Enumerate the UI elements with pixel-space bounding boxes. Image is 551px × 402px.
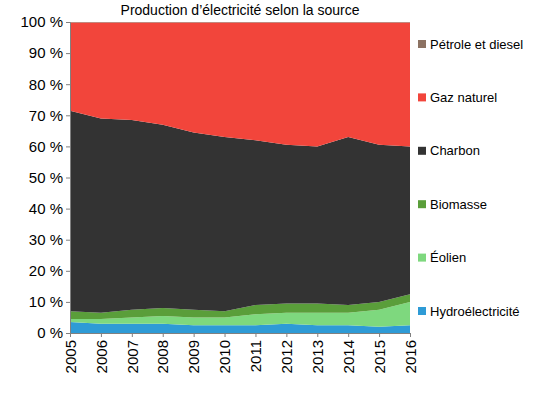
x-axis: 2005 2006 2007 2008 2009 2010 2011 2012 2013 2014… <box>62 333 419 373</box>
x-tick: 2016 <box>402 333 419 373</box>
y-axis: 0 % 10 % 20 % 30 % 40 % 50 % 60 % 70 % 80 % 90 % 1… <box>20 13 70 341</box>
x-tick-label: 2012 <box>278 340 295 373</box>
x-tick-mark <box>163 333 164 337</box>
x-tick-mark <box>410 333 411 337</box>
y-tick: 0 % <box>37 324 70 341</box>
x-tick: 2015 <box>371 333 388 373</box>
x-tick-mark <box>194 333 195 337</box>
y-tick-label: 100 % <box>20 13 63 30</box>
x-tick: 2008 <box>154 333 171 373</box>
x-tick-label: 2006 <box>93 340 110 373</box>
x-tick: 2014 <box>340 333 357 373</box>
x-tick: 2006 <box>93 333 110 373</box>
x-tick-mark <box>70 333 71 337</box>
y-tick-label: 0 % <box>37 324 63 341</box>
y-tick: 50 % <box>29 169 70 186</box>
plot: 0 % 10 % 20 % 30 % 40 % 50 % 60 % 70 % 80 % 90 % 1… <box>20 13 418 373</box>
legend-label: Pétrole et diesel <box>430 37 523 52</box>
y-tick-mark <box>66 240 70 241</box>
y-tick: 40 % <box>29 200 70 217</box>
x-tick-mark <box>255 333 256 337</box>
x-tick-label: 2007 <box>124 340 141 373</box>
area <box>70 23 410 147</box>
legend-label: Éolien <box>430 250 466 265</box>
y-tick: 100 % <box>20 13 70 30</box>
y-tick-label: 90 % <box>29 44 63 61</box>
y-tick-mark <box>66 53 70 54</box>
y-tick-mark <box>66 209 70 210</box>
x-tick-label: 2005 <box>62 340 79 373</box>
y-tick: 20 % <box>29 262 70 279</box>
legend-swatch <box>418 200 426 208</box>
y-tick-label: 20 % <box>29 262 63 279</box>
x-tick-label: 2016 <box>402 340 419 373</box>
y-tick-mark <box>66 22 70 23</box>
y-tick: 90 % <box>29 44 70 61</box>
x-tick-mark <box>348 333 349 337</box>
y-tick-mark <box>66 271 70 272</box>
chart: 0 % 10 % 20 % 30 % 40 % 50 % 60 % 70 % 80 % 90 % 1… <box>0 0 551 402</box>
x-tick-mark <box>286 333 287 337</box>
y-tick: 60 % <box>29 138 70 155</box>
y-tick-mark <box>66 146 70 147</box>
y-tick-label: 50 % <box>29 169 63 186</box>
x-tick-label: 2014 <box>340 340 357 373</box>
y-tick-mark <box>66 115 70 116</box>
x-tick-label: 2011 <box>247 340 264 372</box>
legend-swatch <box>418 254 426 262</box>
legend-label: Hydroélectricité <box>430 304 520 319</box>
x-tick: 2012 <box>278 333 295 373</box>
y-tick: 10 % <box>29 293 70 310</box>
y-tick-label: 40 % <box>29 200 63 217</box>
legend-label: Gaz naturel <box>430 90 497 105</box>
legend-swatch <box>418 307 426 315</box>
x-tick-label: 2008 <box>154 340 171 373</box>
x-tick-mark <box>225 333 226 337</box>
x-tick: 2013 <box>309 333 326 373</box>
x-tick: 2007 <box>124 333 141 373</box>
x-tick-mark <box>317 333 318 337</box>
legend-swatch <box>418 93 426 101</box>
y-tick-label: 10 % <box>29 293 63 310</box>
legend-label: Charbon <box>430 143 480 158</box>
x-tick-label: 2009 <box>185 340 202 373</box>
area <box>70 22 410 23</box>
legend-swatch <box>418 40 426 48</box>
x-tick: 2005 <box>62 333 79 373</box>
x-tick-label: 2010 <box>216 340 233 373</box>
x-tick-mark <box>101 333 102 337</box>
y-tick-mark <box>66 302 70 303</box>
y-tick-label: 80 % <box>29 76 63 93</box>
y-tick-mark <box>66 333 70 334</box>
x-tick-mark <box>132 333 133 337</box>
y-tick-label: 30 % <box>29 231 63 248</box>
y-tick: 80 % <box>29 76 70 93</box>
x-tick: 2010 <box>216 333 233 373</box>
x-tick: 2009 <box>185 333 202 373</box>
areas <box>70 22 410 333</box>
title: Production d’électricité selon la source <box>121 2 360 18</box>
area <box>70 111 410 313</box>
x-tick-label: 2013 <box>309 340 326 373</box>
y-tick: 30 % <box>29 231 70 248</box>
y-tick-label: 60 % <box>29 138 63 155</box>
x-tick-label: 2015 <box>371 340 388 373</box>
y-axis-line <box>66 23 71 334</box>
legend-swatch <box>418 147 426 155</box>
x-tick-mark <box>379 333 380 337</box>
legend: Pétrole et diesel Gaz naturel Charbon Bioma… <box>418 37 523 319</box>
y-tick-mark <box>66 178 70 179</box>
x-tick: 2011 <box>247 333 264 372</box>
y-tick: 70 % <box>29 107 70 124</box>
y-tick-label: 70 % <box>29 107 63 124</box>
legend-label: Biomasse <box>430 197 487 212</box>
x-axis-line <box>71 334 411 338</box>
y-tick-mark <box>66 84 70 85</box>
